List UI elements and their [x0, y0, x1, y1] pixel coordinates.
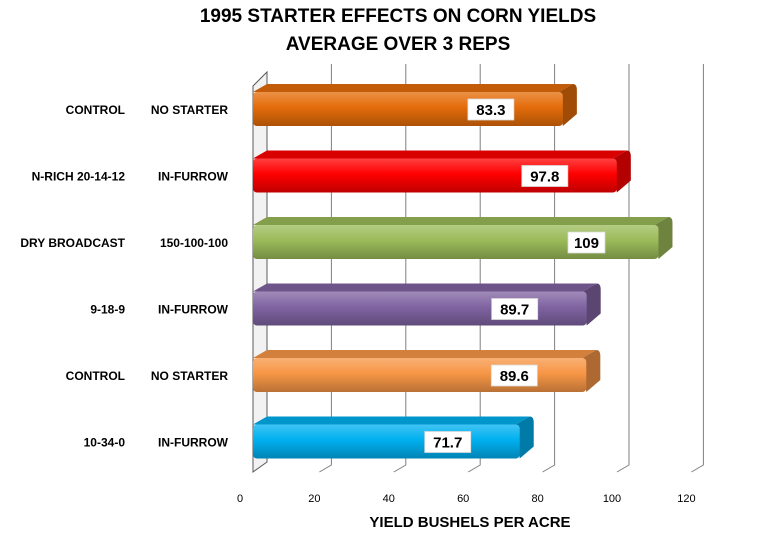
bar-top-face	[253, 416, 530, 425]
value-label-box	[567, 231, 606, 254]
bar-end-face	[582, 283, 601, 326]
category-rate-label: IN-FURROW	[158, 436, 229, 450]
x-tick-label: 120	[677, 493, 695, 505]
category-label: DRY BROADCAST	[20, 236, 125, 250]
bar-top-face	[253, 150, 627, 159]
value-label: 71.7	[433, 435, 462, 452]
x-tick-label: 20	[308, 493, 320, 505]
category-labels: CONTROL NO STARTER N-RICH 20-14-12 IN-FURRO…	[20, 103, 228, 450]
bar: 89.6	[253, 350, 601, 392]
bar-front-face	[253, 225, 659, 259]
x-axis-title: YIELD BUSHELS PER ACRE	[369, 514, 570, 531]
value-label: 109	[574, 235, 599, 252]
gridline	[691, 64, 704, 473]
category-rate-label: IN-FURROW	[158, 303, 229, 317]
value-label: 89.6	[500, 368, 529, 385]
bars: 83.3 97.8 109 89.7 89.6 71.7	[253, 84, 673, 459]
gridline	[467, 64, 481, 473]
category-rate-label: 150-100-100	[160, 236, 228, 250]
category-label: N-RICH 20-14-12	[32, 170, 126, 184]
chart-title-line-2: AVERAGE OVER 3 REPS	[286, 34, 511, 55]
category-rate-label: IN-FURROW	[158, 170, 229, 184]
bar: 71.7	[253, 416, 534, 459]
category-rate-label: NO STARTER	[151, 103, 228, 117]
category-label: 10-34-0	[84, 436, 126, 450]
bar: 109	[253, 217, 673, 259]
bar-end-face	[612, 150, 631, 193]
axis-wall	[252, 70, 268, 473]
x-tick-label: 100	[603, 493, 621, 505]
gridline	[542, 64, 556, 473]
value-label-box	[490, 364, 538, 387]
value-label-box	[521, 165, 569, 187]
bar-end-face	[654, 217, 673, 259]
bar-front-face	[253, 424, 520, 459]
x-tick-label: 40	[383, 493, 395, 505]
category-rate-label: NO STARTER	[151, 369, 228, 383]
axis-wall	[252, 70, 268, 473]
gridline	[319, 64, 332, 473]
chart-title-line-1: 1995 STARTER EFFECTS ON CORN YIELDS	[200, 6, 596, 27]
bar-end-face	[515, 416, 534, 459]
value-label-box	[424, 431, 472, 453]
bar: 89.7	[253, 283, 601, 326]
category-label: 9-18-9	[90, 303, 125, 317]
bar-top-face	[253, 217, 669, 225]
bar: 83.3	[253, 84, 577, 126]
category-label: CONTROL	[66, 103, 125, 117]
bar-end-face	[558, 84, 577, 126]
bar-top-face	[253, 283, 597, 292]
x-tick-label: 80	[531, 493, 543, 505]
x-tick-labels: 0 20 40 60 80 100 120	[237, 493, 696, 505]
bar-front-face	[253, 92, 563, 126]
value-label: 89.7	[500, 302, 529, 319]
value-label: 83.3	[476, 102, 505, 119]
bar-end-face	[582, 350, 601, 392]
gridline	[616, 64, 630, 473]
value-label: 97.8	[530, 169, 559, 186]
gridline	[393, 64, 407, 473]
bar: 97.8	[253, 150, 631, 193]
value-label-box	[491, 298, 539, 320]
category-label: CONTROL	[66, 369, 125, 383]
gridlines	[319, 64, 704, 473]
x-tick-label: 60	[457, 493, 469, 505]
x-tick-label: 0	[237, 493, 243, 505]
value-label-box	[467, 98, 515, 121]
bar-top-face	[253, 84, 573, 92]
bar-top-face	[253, 350, 597, 358]
